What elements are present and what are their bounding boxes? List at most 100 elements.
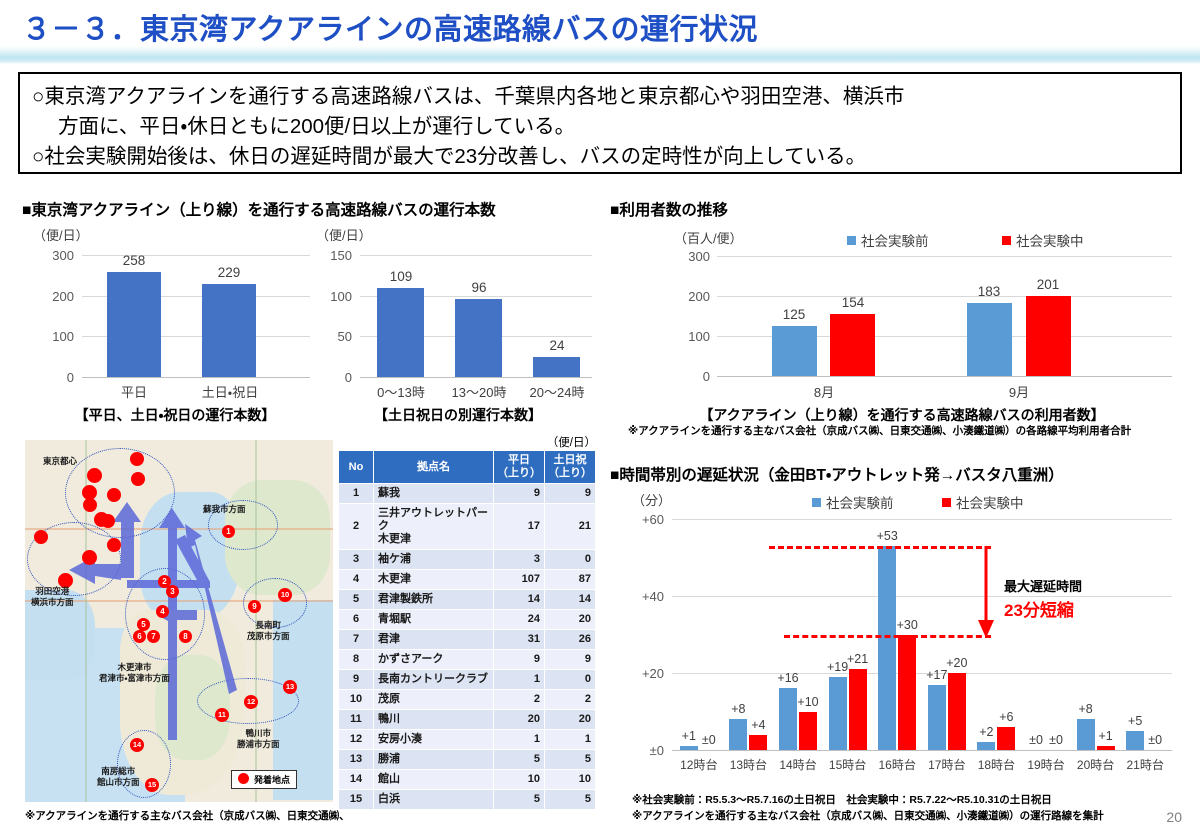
chart-b-xtick-0: 0〜13時 <box>377 385 425 400</box>
cell-weekday: 5 <box>493 749 545 770</box>
stop-table[interactable]: No 拠点名 平日 （上り） 土日祝 （上り） 1 蘇我 9 9 2 三井アウトレットパーク木… <box>338 450 596 810</box>
chart-delay-gridline-60 <box>672 519 1172 520</box>
bar-users-aug-before <box>772 326 817 376</box>
stop-table-header-row: No 拠点名 平日 （上り） 土日祝 （上り） <box>338 450 596 484</box>
map-point-yokohama-1 <box>107 538 121 552</box>
table-row[interactable]: 2 三井アウトレットパーク 木更津 17 21 <box>338 503 596 550</box>
bar-delay-21時台-社会実験前 <box>1126 730 1145 750</box>
bar-label-delay-20時台-社会実験中: +1 <box>1098 729 1113 744</box>
summary-line-3: ○社会実験開始後は、休日の遅延時間が最大で23分改善し、バスの定時性が向上してい… <box>32 145 867 168</box>
bar-users-sep-during <box>1026 296 1071 376</box>
table-row[interactable]: 7 君津 31 26 <box>338 629 596 650</box>
cell-weekday: 2 <box>493 689 545 710</box>
cell-no: 13 <box>338 749 374 770</box>
section-heading-delay: ■時間帯別の遅延状況（金田BT・アウトレット発→バスタ八重洲） <box>610 467 1064 484</box>
table-row[interactable]: 15 白浜 5 5 <box>338 789 596 810</box>
bar-label-delay-20時台-社会実験前: +8 <box>1078 702 1093 717</box>
map-point-tokyo-3 <box>131 472 145 486</box>
map-stop-2[interactable]: 2 <box>158 575 171 588</box>
table-row[interactable]: 14 館山 10 10 <box>338 769 596 790</box>
map-stop-3[interactable]: 3 <box>166 585 179 598</box>
delay-footnote-2: ※アクアラインを通行する主なバス会社（京成バス㈱、日東交通㈱、小湊鐵道㈱）の運行… <box>632 810 1104 822</box>
bar-users-sep-before <box>967 303 1012 376</box>
table-row[interactable]: 3 袖ケ浦 3 0 <box>338 549 596 570</box>
bar-label-delay-13時台-社会実験中: +4 <box>751 717 766 732</box>
map-legend: 発着地点 <box>231 770 298 789</box>
bar-0-13 <box>377 288 424 377</box>
page-title: ３－３．東京湾アクアラインの高速路線バスの運行状況 <box>22 14 759 46</box>
cell-holiday: 21 <box>544 503 596 550</box>
cell-no: 4 <box>338 569 374 590</box>
route-map[interactable]: 1 2 3 4 5 6 7 8 9 10 11 12 13 14 15 東京都心… <box>25 440 333 802</box>
map-point-yokohama-2 <box>82 550 97 565</box>
table-row[interactable]: 8 かずさアーク 9 9 <box>338 649 596 670</box>
chart-delay-xtick-18時台: 18時台 <box>977 758 1016 772</box>
map-label-chonan: 長南町 茂原市方面 <box>247 620 290 641</box>
map-stop-10[interactable]: 10 <box>278 588 292 602</box>
cell-no: 7 <box>338 629 374 650</box>
cell-name: 白浜 <box>373 789 494 810</box>
table-row[interactable]: 10 茂原 2 2 <box>338 689 596 710</box>
chart-delay-ytick-20: +20 <box>641 666 664 681</box>
map-stop-4[interactable]: 4 <box>156 605 169 618</box>
cell-no: 3 <box>338 549 374 570</box>
cell-name: 鴨川 <box>373 709 494 730</box>
table-row[interactable]: 12 安房小湊 1 1 <box>338 729 596 750</box>
delay-annot-title: 最大遅延時間 <box>1004 579 1083 594</box>
chart-delay-xticks-layer: 12時台 13時台 14時台 15時台 16時台 17時台 18時台 19時台 20時台 21時台 <box>612 756 1192 778</box>
chart-a-baseline <box>82 377 310 378</box>
map-stop-1[interactable]: 1 <box>222 525 235 538</box>
chart-users-xtick-aug: 8月 <box>813 385 835 400</box>
table-row[interactable]: 4 木更津 107 87 <box>338 569 596 590</box>
table-row[interactable]: 5 君津製鉄所 14 14 <box>338 589 596 610</box>
map-stop-7[interactable]: 7 <box>147 630 160 643</box>
cell-name: 茂原 <box>373 689 494 710</box>
map-stop-9[interactable]: 9 <box>248 600 261 613</box>
bar-label-weekday: 258 <box>122 253 146 268</box>
map-stop-15[interactable]: 15 <box>145 778 159 792</box>
cell-name: 三井アウトレットパーク 木更津 <box>373 503 494 550</box>
chart-a-ytick-200: 200 <box>52 289 74 304</box>
table-row[interactable]: 13 勝浦 5 5 <box>338 749 596 770</box>
bar-label-users-sep-before: 183 <box>977 284 1001 299</box>
bar-delay-17時台-社会実験中 <box>947 673 966 750</box>
section-heading-users: ■利用者数の推移 <box>610 202 728 219</box>
cell-no: 11 <box>338 709 374 730</box>
bar-label-delay-12時台-社会実験前: +1 <box>681 729 696 744</box>
chart-delay-xtick-16時台: 16時台 <box>878 758 916 772</box>
bar-delay-18時台-社会実験中 <box>997 726 1016 750</box>
map-ellipse-tateyama <box>117 730 171 798</box>
chart-delay-xtick-17時台: 17時台 <box>928 758 966 772</box>
map-route-arrows <box>69 502 237 740</box>
col-name: 拠点名 <box>373 450 494 484</box>
cell-weekday: 1 <box>493 729 545 750</box>
cell-weekday: 24 <box>493 609 545 630</box>
map-label-soga: 蘇我市方面 <box>203 504 246 514</box>
map-stop-8[interactable]: 8 <box>179 630 192 643</box>
table-row[interactable]: 11 鴨川 20 20 <box>338 709 596 730</box>
table-row[interactable]: 9 長南カントリークラブ 1 0 <box>338 669 596 690</box>
table-row[interactable]: 6 青堀駅 24 20 <box>338 609 596 630</box>
table-row[interactable]: 1 蘇我 9 9 <box>338 483 596 504</box>
map-stop-6[interactable]: 6 <box>133 630 146 643</box>
cell-no: 10 <box>338 689 374 710</box>
legend-swatch-delay-during-icon <box>942 498 951 507</box>
cell-no: 12 <box>338 729 374 750</box>
bar-label-20-24: 24 <box>549 338 565 353</box>
cell-name: 館山 <box>373 769 494 790</box>
map-stop-12[interactable]: 12 <box>244 695 258 709</box>
map-stop-5[interactable]: 5 <box>137 618 150 631</box>
bar-delay-18時台-社会実験前 <box>977 742 996 750</box>
cell-weekday: 20 <box>493 709 545 730</box>
map-ellipse-soga <box>208 500 278 550</box>
cell-no: 1 <box>338 483 374 504</box>
map-stop-13[interactable]: 13 <box>283 680 297 694</box>
bar-delay-20時台-社会実験前 <box>1076 719 1095 750</box>
cell-holiday: 0 <box>544 549 596 570</box>
cell-name: 勝浦 <box>373 749 494 770</box>
chart-delay-ylabel: （分） <box>632 493 672 508</box>
map-stop-14[interactable]: 14 <box>130 738 144 752</box>
map-stop-11[interactable]: 11 <box>215 708 229 722</box>
bar-weekday <box>107 272 161 377</box>
